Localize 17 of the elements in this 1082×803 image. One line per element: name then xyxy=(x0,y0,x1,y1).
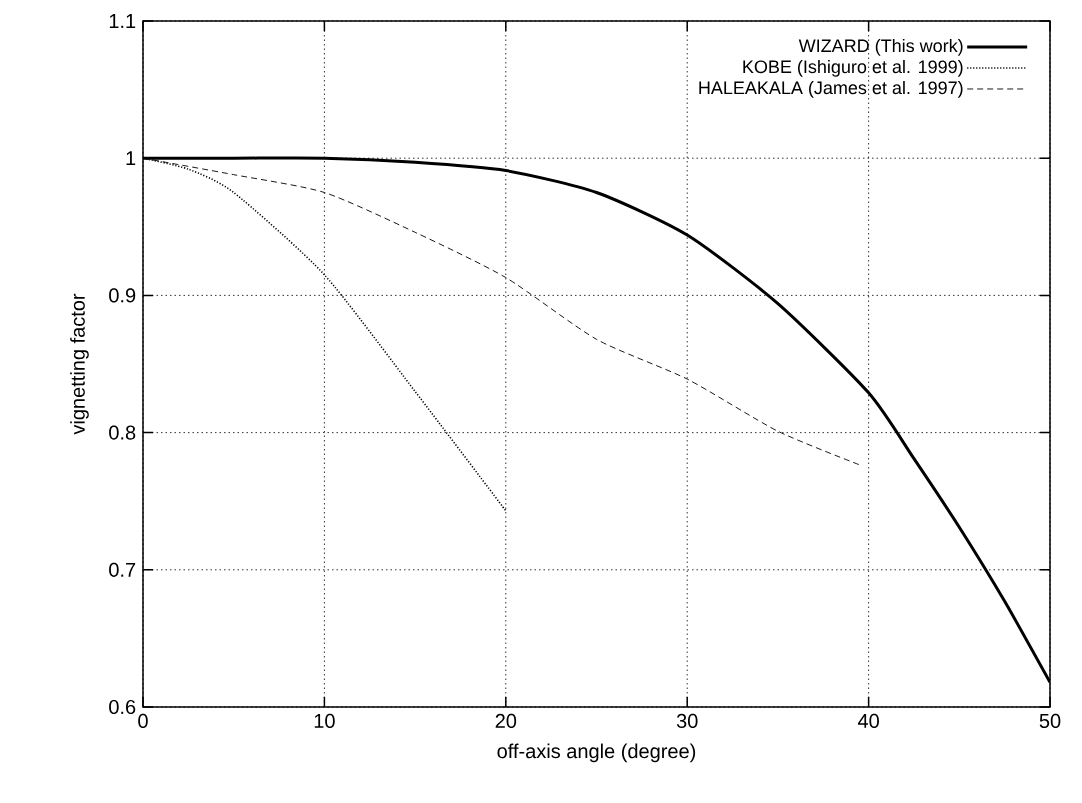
x-tick-label: 0 xyxy=(138,713,148,729)
y-tick-label: 0.6 xyxy=(109,699,136,715)
x-tick-label: 40 xyxy=(857,713,879,729)
x-tick-label: 30 xyxy=(676,713,698,729)
legend-label: WIZARD (This work) xyxy=(798,38,963,56)
y-tick-label: 0.9 xyxy=(109,288,136,303)
x-tick-label: 50 xyxy=(1039,713,1061,729)
x-tick-label: 10 xyxy=(314,713,335,729)
y-tick-label: 0.7 xyxy=(109,562,136,577)
legend-label: HALEAKALA (James et al. 1997) xyxy=(699,80,963,98)
y-tick-label: 0.8 xyxy=(109,425,136,440)
y-axis-title: vignetting factor xyxy=(70,293,89,435)
x-axis-title: off-axis angle (degree) xyxy=(497,743,696,763)
y-tick-label: 1.1 xyxy=(109,14,136,28)
legend-label: KOBE (Ishiguro et al. 1999) xyxy=(743,59,963,77)
x-tick-label: 20 xyxy=(495,713,517,729)
y-tick-label: 1 xyxy=(126,151,136,166)
